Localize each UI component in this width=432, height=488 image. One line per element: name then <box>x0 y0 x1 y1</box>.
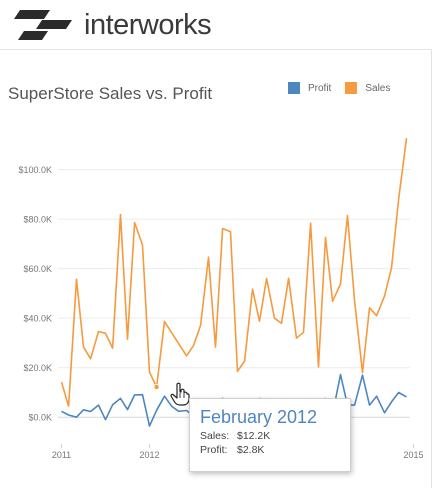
y-tick-label-4: $80.0K <box>23 215 52 225</box>
tooltip-row-sales: Sales: $12.2K <box>200 430 340 442</box>
tooltip-value-sales: $12.2K <box>237 430 271 442</box>
y-tick-label-1: $20.0K <box>23 363 52 373</box>
interworks-logo-icon <box>14 10 72 40</box>
legend-label-sales: Sales <box>365 82 391 94</box>
x-tick-label-0: 2011 <box>52 450 71 460</box>
brand-name: interworks <box>84 9 212 41</box>
tooltip-label-profit: Profit: <box>200 444 228 456</box>
x-tick-label-1: 2012 <box>140 450 160 460</box>
legend-item-sales[interactable]: Sales <box>345 82 390 94</box>
header-bar: interworks <box>0 0 432 50</box>
tooltip-title: February 2012 <box>200 407 318 427</box>
tooltip-value-profit: $2.8K <box>237 444 265 456</box>
highlight-point <box>153 384 160 391</box>
legend-swatch-profit <box>288 82 300 94</box>
series-line-sales <box>60 137 408 407</box>
legend-item-profit[interactable]: Profit <box>288 82 331 94</box>
y-tick-label-0: $0.0K <box>28 413 52 423</box>
hand-cursor-icon <box>170 382 190 406</box>
y-tick-label-5: $100.0K <box>18 165 52 175</box>
data-tooltip: February 2012 Sales: $12.2K Profit: $2.8… <box>189 398 351 472</box>
legend-swatch-sales <box>345 82 358 94</box>
x-tick-label-4: 2015 <box>404 450 424 460</box>
chart-legend: Profit Sales <box>288 82 404 94</box>
y-tick-label-2: $40.0K <box>23 314 52 324</box>
tooltip-label-sales: Sales: <box>200 430 230 442</box>
brand-logo[interactable]: interworks <box>14 8 212 42</box>
chart-title: SuperStore Sales vs. Profit <box>8 84 213 103</box>
legend-label-profit: Profit <box>308 82 332 94</box>
y-tick-label-3: $60.0K <box>23 264 52 274</box>
tooltip-row-profit: Profit: $2.8K <box>200 444 340 456</box>
